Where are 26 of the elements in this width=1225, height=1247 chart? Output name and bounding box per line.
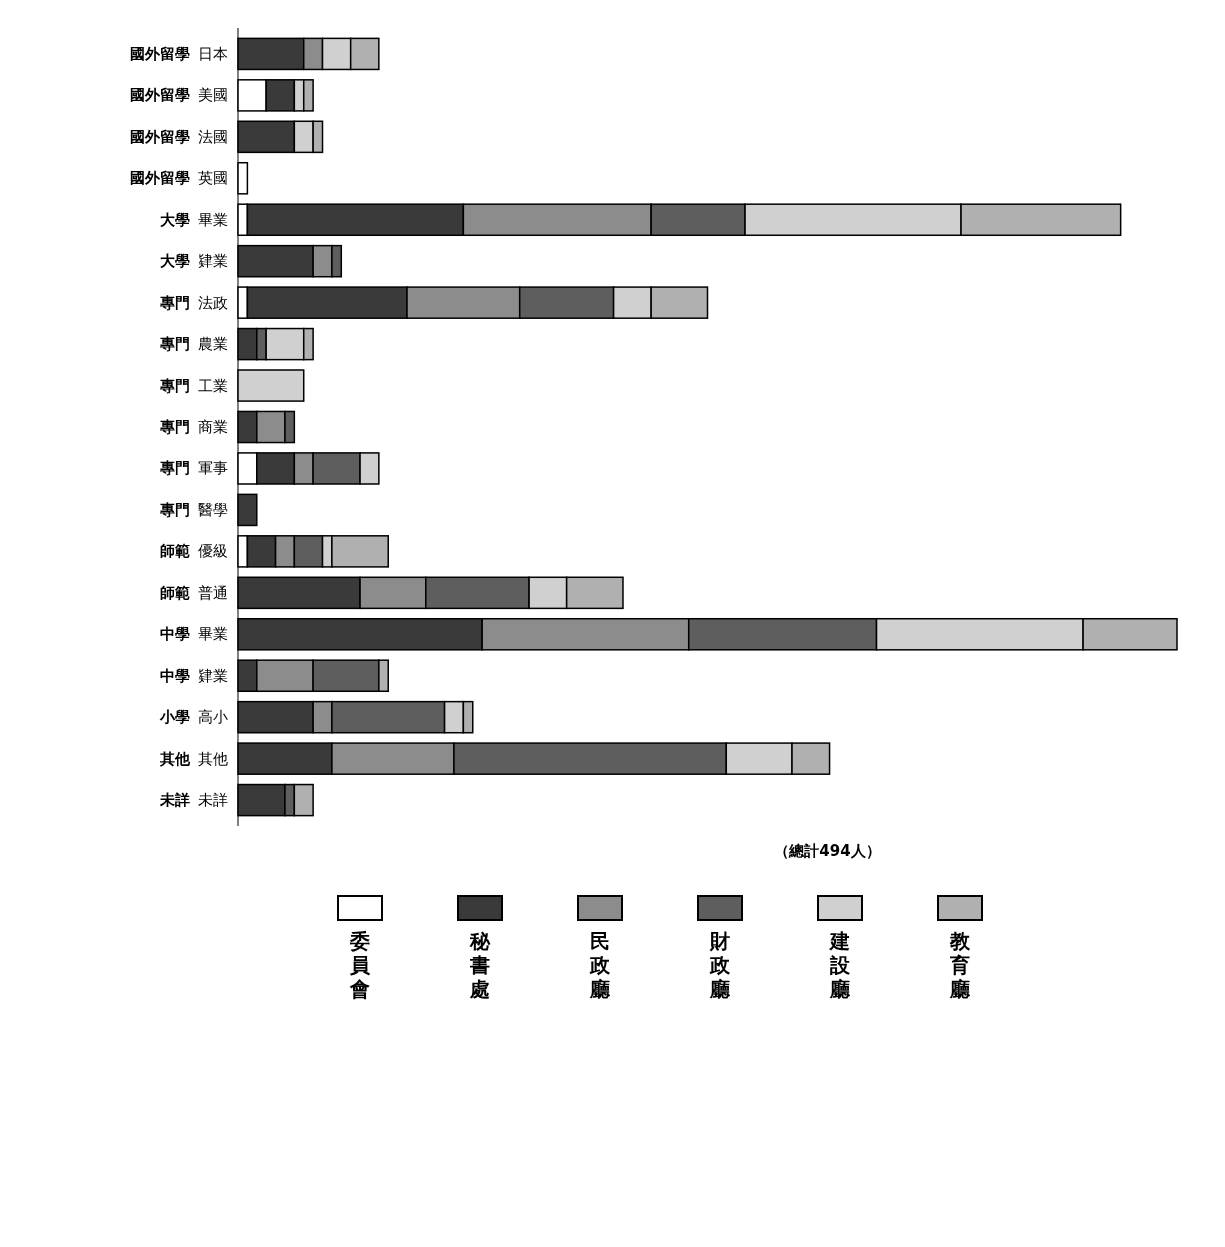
legend-label: 秘書處 bbox=[469, 929, 491, 1001]
y-tick-label: 專門 工業 bbox=[159, 376, 228, 395]
legend-label: 財政廳 bbox=[709, 929, 731, 1001]
y-tick-label: 專門 法政 bbox=[159, 293, 228, 312]
legend-label: 教育廳 bbox=[949, 929, 971, 1001]
y-tick-label: 師範 優級 bbox=[160, 541, 228, 560]
y-tick-label: 專門 商業 bbox=[159, 417, 228, 436]
y-tick-label: 國外留學 英國 bbox=[130, 168, 228, 187]
y-tick-label: 未詳 未詳 bbox=[159, 790, 228, 809]
y-tick-label: 師範 普通 bbox=[160, 583, 228, 602]
legend-label: 民政廳 bbox=[589, 929, 611, 1001]
y-tick-label: 專門 農業 bbox=[159, 334, 228, 353]
y-tick-label: 其他 其他 bbox=[159, 749, 228, 768]
legend-label: 建設廳 bbox=[828, 929, 851, 1001]
y-tick-label: 小學 高小 bbox=[159, 707, 228, 726]
y-tick-label: 大學 畢業 bbox=[160, 210, 228, 229]
y-tick-label: 國外留學 法國 bbox=[130, 127, 228, 146]
y-tick-label: 專門 軍事 bbox=[159, 458, 228, 477]
y-tick-label: 中學 畢業 bbox=[160, 624, 228, 643]
y-tick-label: 國外留學 美國 bbox=[130, 85, 228, 104]
y-tick-label: 專門 醫學 bbox=[159, 500, 228, 519]
y-tick-label: 中學 肄業 bbox=[160, 666, 228, 685]
text: （總計494人） bbox=[774, 842, 881, 860]
y-tick-label: 國外留學 日本 bbox=[130, 44, 228, 63]
y-tick-label: 大學 肄業 bbox=[160, 251, 228, 270]
legend-label: 委員會 bbox=[349, 929, 371, 1001]
